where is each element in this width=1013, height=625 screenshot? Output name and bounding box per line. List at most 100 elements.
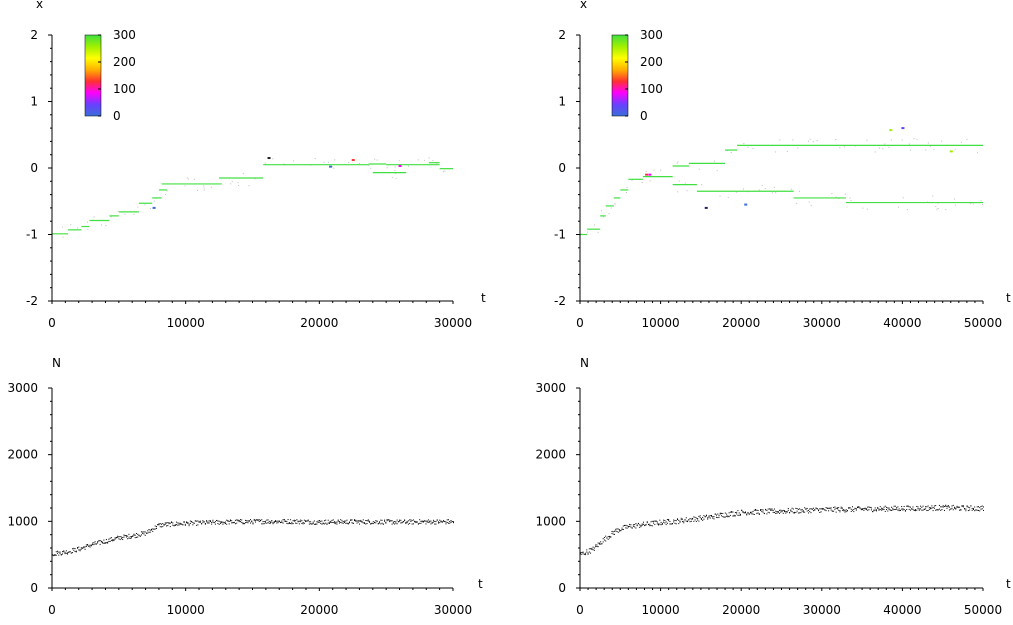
population-point <box>133 533 135 535</box>
scatter-point <box>810 205 812 207</box>
population-point <box>55 554 57 556</box>
population-point <box>410 519 412 521</box>
population-point <box>950 508 952 510</box>
scatter-point <box>424 159 426 161</box>
population-point <box>770 508 772 510</box>
population-point <box>719 513 721 515</box>
scatter-point <box>866 208 868 210</box>
population-point <box>819 508 821 510</box>
population-point <box>947 505 949 507</box>
scatter-point <box>773 186 775 188</box>
scatter-point <box>954 148 956 150</box>
population-point <box>789 512 791 514</box>
population-point <box>247 520 249 522</box>
population-point <box>855 508 857 510</box>
population-point <box>330 521 332 523</box>
scatter-point <box>62 236 64 238</box>
population-point <box>229 520 231 522</box>
population-point <box>902 509 904 511</box>
population-point <box>154 528 156 530</box>
population-point <box>600 541 602 543</box>
population-point <box>838 509 840 511</box>
marker-point <box>329 165 333 168</box>
population-point <box>766 513 768 515</box>
scatter-point <box>660 169 662 171</box>
population-point <box>158 523 160 525</box>
population-point <box>119 536 121 538</box>
population-point <box>744 512 746 514</box>
population-point <box>446 522 448 524</box>
population-point <box>875 509 877 511</box>
population-point <box>115 537 117 539</box>
population-point <box>110 537 112 539</box>
scatter-point <box>587 231 589 233</box>
population-point <box>874 507 876 509</box>
population-point <box>636 525 638 527</box>
population-point <box>308 521 310 523</box>
population-point <box>221 521 223 523</box>
population-point <box>738 512 740 514</box>
x-axis-ticks: 0 10000 20000 30000 <box>48 587 472 617</box>
population-point <box>407 523 409 525</box>
population-point <box>162 523 164 525</box>
population-point <box>415 521 417 523</box>
population-point <box>825 510 827 512</box>
population-point <box>191 521 193 523</box>
population-point <box>404 520 406 522</box>
population-point <box>596 546 598 548</box>
population-point <box>859 507 861 509</box>
scatter-point <box>238 184 240 186</box>
population-point <box>421 521 423 523</box>
population-point <box>381 519 383 521</box>
population-point <box>164 522 166 524</box>
scatter-point <box>792 139 794 141</box>
population-point <box>268 520 270 522</box>
population-point <box>830 509 832 511</box>
population-point <box>261 519 263 521</box>
population-point <box>812 510 814 512</box>
population-point <box>255 521 257 523</box>
population-point <box>439 519 441 521</box>
population-point <box>282 519 284 521</box>
population-point <box>355 520 357 522</box>
population-point <box>683 520 685 522</box>
population-point <box>729 514 731 516</box>
population-point <box>348 522 350 524</box>
population-point <box>896 508 898 510</box>
population-point <box>332 519 334 521</box>
population-point <box>248 520 250 522</box>
population-point <box>346 522 348 524</box>
population-point <box>605 540 607 542</box>
population-point <box>787 507 789 509</box>
y-axis-ticks: -2 -1 0 1 2 <box>26 28 52 308</box>
population-point <box>655 520 657 522</box>
population-point <box>738 514 740 516</box>
population-point <box>109 540 111 542</box>
population-point <box>819 511 821 513</box>
population-point <box>791 511 793 513</box>
population-point <box>948 509 950 511</box>
scatter-point <box>953 198 955 200</box>
population-point <box>612 531 614 533</box>
x-tick-label: 20000 <box>300 316 338 330</box>
population-point <box>826 507 828 509</box>
population-point <box>328 521 330 523</box>
scatter-point <box>730 152 732 154</box>
population-point <box>293 519 295 521</box>
population-point <box>831 510 833 512</box>
population-point <box>942 506 944 508</box>
population-point <box>879 506 881 508</box>
population-point <box>640 526 642 528</box>
population-point <box>726 513 728 515</box>
population-point <box>718 516 720 518</box>
population-point <box>421 520 423 522</box>
scatter-point <box>945 209 947 211</box>
scatter-point <box>798 190 800 192</box>
population-point <box>829 507 831 509</box>
population-point <box>343 521 345 523</box>
population-point <box>593 549 595 551</box>
population-point <box>172 524 174 526</box>
population-point <box>422 521 424 523</box>
population-point <box>951 505 953 507</box>
population-point <box>352 522 354 524</box>
